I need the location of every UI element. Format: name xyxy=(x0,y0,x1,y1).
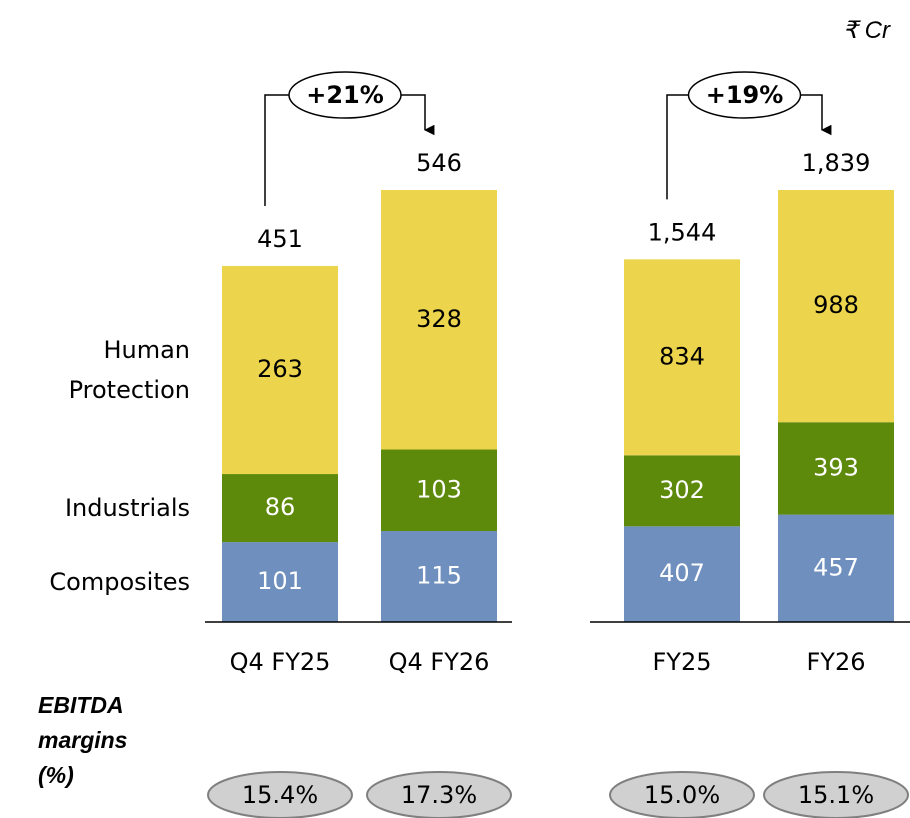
segment-label: 263 xyxy=(257,355,303,383)
segment-label: 115 xyxy=(416,562,462,590)
total-label: 546 xyxy=(416,149,462,177)
margin-oval xyxy=(763,771,909,818)
x-tick-label: Q4 FY26 xyxy=(389,648,490,676)
bar-segment xyxy=(381,449,497,532)
growth-oval xyxy=(288,71,402,119)
unit-label: ₹ Cr xyxy=(842,17,890,44)
x-tick-label: FY25 xyxy=(652,648,711,676)
margin-oval xyxy=(366,771,512,818)
x-tick-label: FY26 xyxy=(806,648,865,676)
segment-label: 834 xyxy=(659,342,705,370)
bar-segment xyxy=(381,190,497,450)
legend-label: Industrials xyxy=(64,494,190,523)
x-tick-label: Q4 FY25 xyxy=(230,648,331,676)
bar-segment xyxy=(222,542,338,622)
margin-label: 15.4% xyxy=(242,781,318,809)
segment-label: 302 xyxy=(659,476,705,504)
growth-bracket xyxy=(264,94,425,206)
bar-segment xyxy=(624,259,740,456)
margin-oval xyxy=(609,771,755,818)
bar-segment xyxy=(778,514,894,622)
bar-segment xyxy=(222,265,338,475)
segment-label: 407 xyxy=(659,559,705,587)
segment-label: 103 xyxy=(416,475,462,503)
legend-label: Composites xyxy=(49,568,190,597)
bar-segment xyxy=(624,526,740,622)
margin-oval xyxy=(207,771,353,818)
legend-label: Human Protection xyxy=(68,336,190,404)
segment-label: 457 xyxy=(813,553,859,581)
growth-bracket xyxy=(666,94,822,200)
bar-segment xyxy=(624,455,740,527)
margin-label: 15.1% xyxy=(798,781,874,809)
segment-label: 86 xyxy=(265,493,296,521)
bar-segment xyxy=(222,474,338,543)
growth-oval xyxy=(687,71,802,119)
segment-label: 393 xyxy=(813,453,859,481)
bar-segment xyxy=(381,531,497,622)
margin-label: 17.3% xyxy=(401,781,477,809)
total-label: 1,839 xyxy=(802,149,871,177)
segment-label: 328 xyxy=(416,305,462,333)
total-label: 1,544 xyxy=(648,218,717,246)
segment-label: 988 xyxy=(813,291,859,319)
total-label: 451 xyxy=(257,225,303,253)
margin-label: 15.0% xyxy=(644,781,720,809)
growth-label: +21% xyxy=(306,81,384,109)
bar-segment xyxy=(778,422,894,515)
margins-title: EBITDA margins (%) xyxy=(38,692,128,788)
segment-label: 101 xyxy=(257,567,303,595)
growth-label: +19% xyxy=(706,81,784,109)
bar-segment xyxy=(778,190,894,423)
